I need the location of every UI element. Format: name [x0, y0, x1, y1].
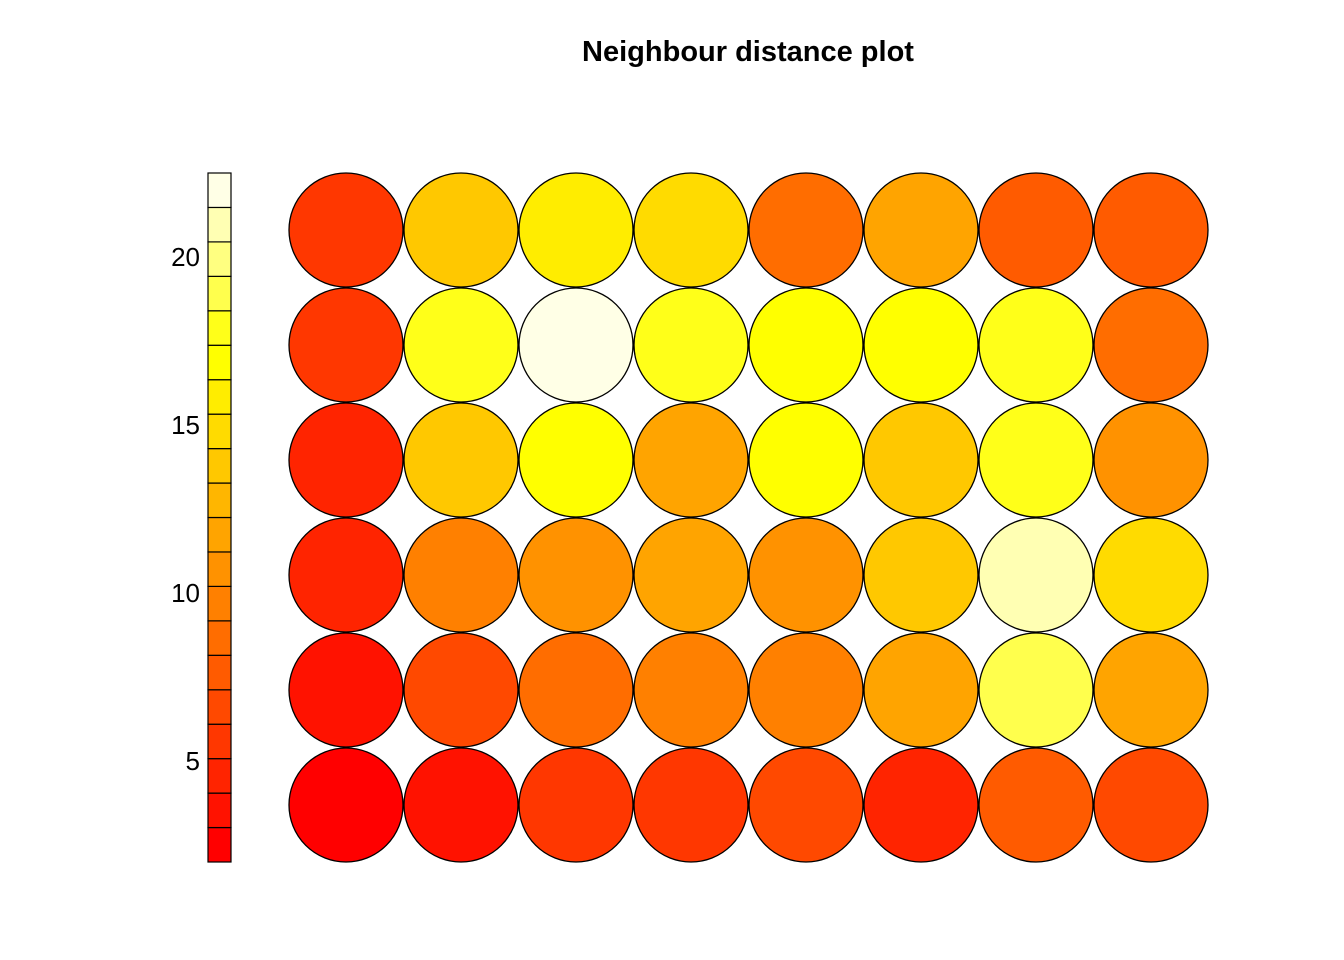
som-node-circle	[633, 632, 749, 748]
color-scale-ticks: 5 10 15 20	[171, 242, 200, 776]
som-node-circle	[288, 632, 404, 748]
color-scale-bin	[207, 482, 232, 519]
som-node-circle	[1093, 632, 1209, 748]
som-node-circle	[978, 172, 1094, 288]
som-node-circle	[978, 632, 1094, 748]
color-scale-tick-label: 5	[186, 746, 200, 776]
color-scale-bin	[207, 620, 232, 656]
color-scale-bin	[207, 792, 232, 829]
som-node-circle	[748, 402, 864, 518]
som-node-circle	[863, 172, 979, 288]
color-scale-bar	[207, 172, 232, 863]
som-node-circle	[633, 747, 749, 863]
color-scale-bin	[207, 172, 232, 209]
som-node-circle	[518, 172, 634, 288]
som-node-circle	[863, 517, 979, 633]
som-node-circle	[1093, 747, 1209, 863]
som-node-circle	[633, 402, 749, 518]
color-scale-tick-label: 10	[171, 578, 200, 608]
som-node-circle	[1093, 287, 1209, 403]
color-scale-bin	[207, 723, 232, 760]
color-scale-bin	[207, 379, 232, 415]
som-node-circle	[1093, 517, 1209, 633]
som-node-circle	[748, 517, 864, 633]
color-scale-bin	[207, 241, 232, 277]
som-node-circle	[288, 747, 404, 863]
som-node-circle	[518, 402, 634, 518]
som-node-circle	[288, 172, 404, 288]
color-scale-bin	[207, 585, 232, 622]
som-node-circle	[978, 517, 1094, 633]
som-node-circle	[518, 517, 634, 633]
color-scale-bin	[207, 654, 232, 691]
som-node-circle	[403, 402, 519, 518]
som-node-circle	[288, 402, 404, 518]
color-scale-bin	[207, 758, 232, 794]
som-node-circle	[748, 632, 864, 748]
som-node-circle	[403, 747, 519, 863]
som-node-circle	[403, 632, 519, 748]
som-node-grid	[288, 172, 1209, 863]
color-scale-bin	[207, 551, 232, 588]
som-node-circle	[748, 747, 864, 863]
color-scale-bin	[207, 206, 232, 243]
som-node-circle	[403, 172, 519, 288]
som-node-circle	[633, 517, 749, 633]
som-node-circle	[863, 287, 979, 403]
color-scale-tick-label: 20	[171, 242, 200, 272]
som-node-circle	[518, 747, 634, 863]
color-scale-bin	[207, 689, 232, 725]
color-scale-bin	[207, 275, 232, 312]
color-scale-bin	[207, 344, 232, 381]
som-node-circle	[633, 172, 749, 288]
som-node-circle	[863, 402, 979, 518]
som-node-circle	[978, 287, 1094, 403]
som-node-circle	[403, 517, 519, 633]
color-scale-tick-label: 15	[171, 410, 200, 440]
som-node-circle	[288, 287, 404, 403]
som-node-circle	[748, 287, 864, 403]
color-scale-bin	[207, 516, 232, 553]
som-node-circle	[1093, 172, 1209, 288]
color-scale-bin	[207, 826, 232, 863]
som-node-circle	[403, 287, 519, 403]
som-node-circle	[863, 632, 979, 748]
som-node-circle	[748, 172, 864, 288]
som-node-circle	[978, 402, 1094, 518]
som-node-circle	[863, 747, 979, 863]
color-scale-bin	[207, 448, 232, 484]
color-scale-bin	[207, 310, 232, 346]
som-node-circle	[288, 517, 404, 633]
som-node-circle	[518, 632, 634, 748]
som-node-circle	[978, 747, 1094, 863]
som-node-circle	[518, 287, 634, 403]
som-node-circle	[1093, 402, 1209, 518]
color-scale-bin	[207, 413, 232, 450]
chart-title: Neighbour distance plot	[582, 36, 914, 68]
som-node-circle	[633, 287, 749, 403]
